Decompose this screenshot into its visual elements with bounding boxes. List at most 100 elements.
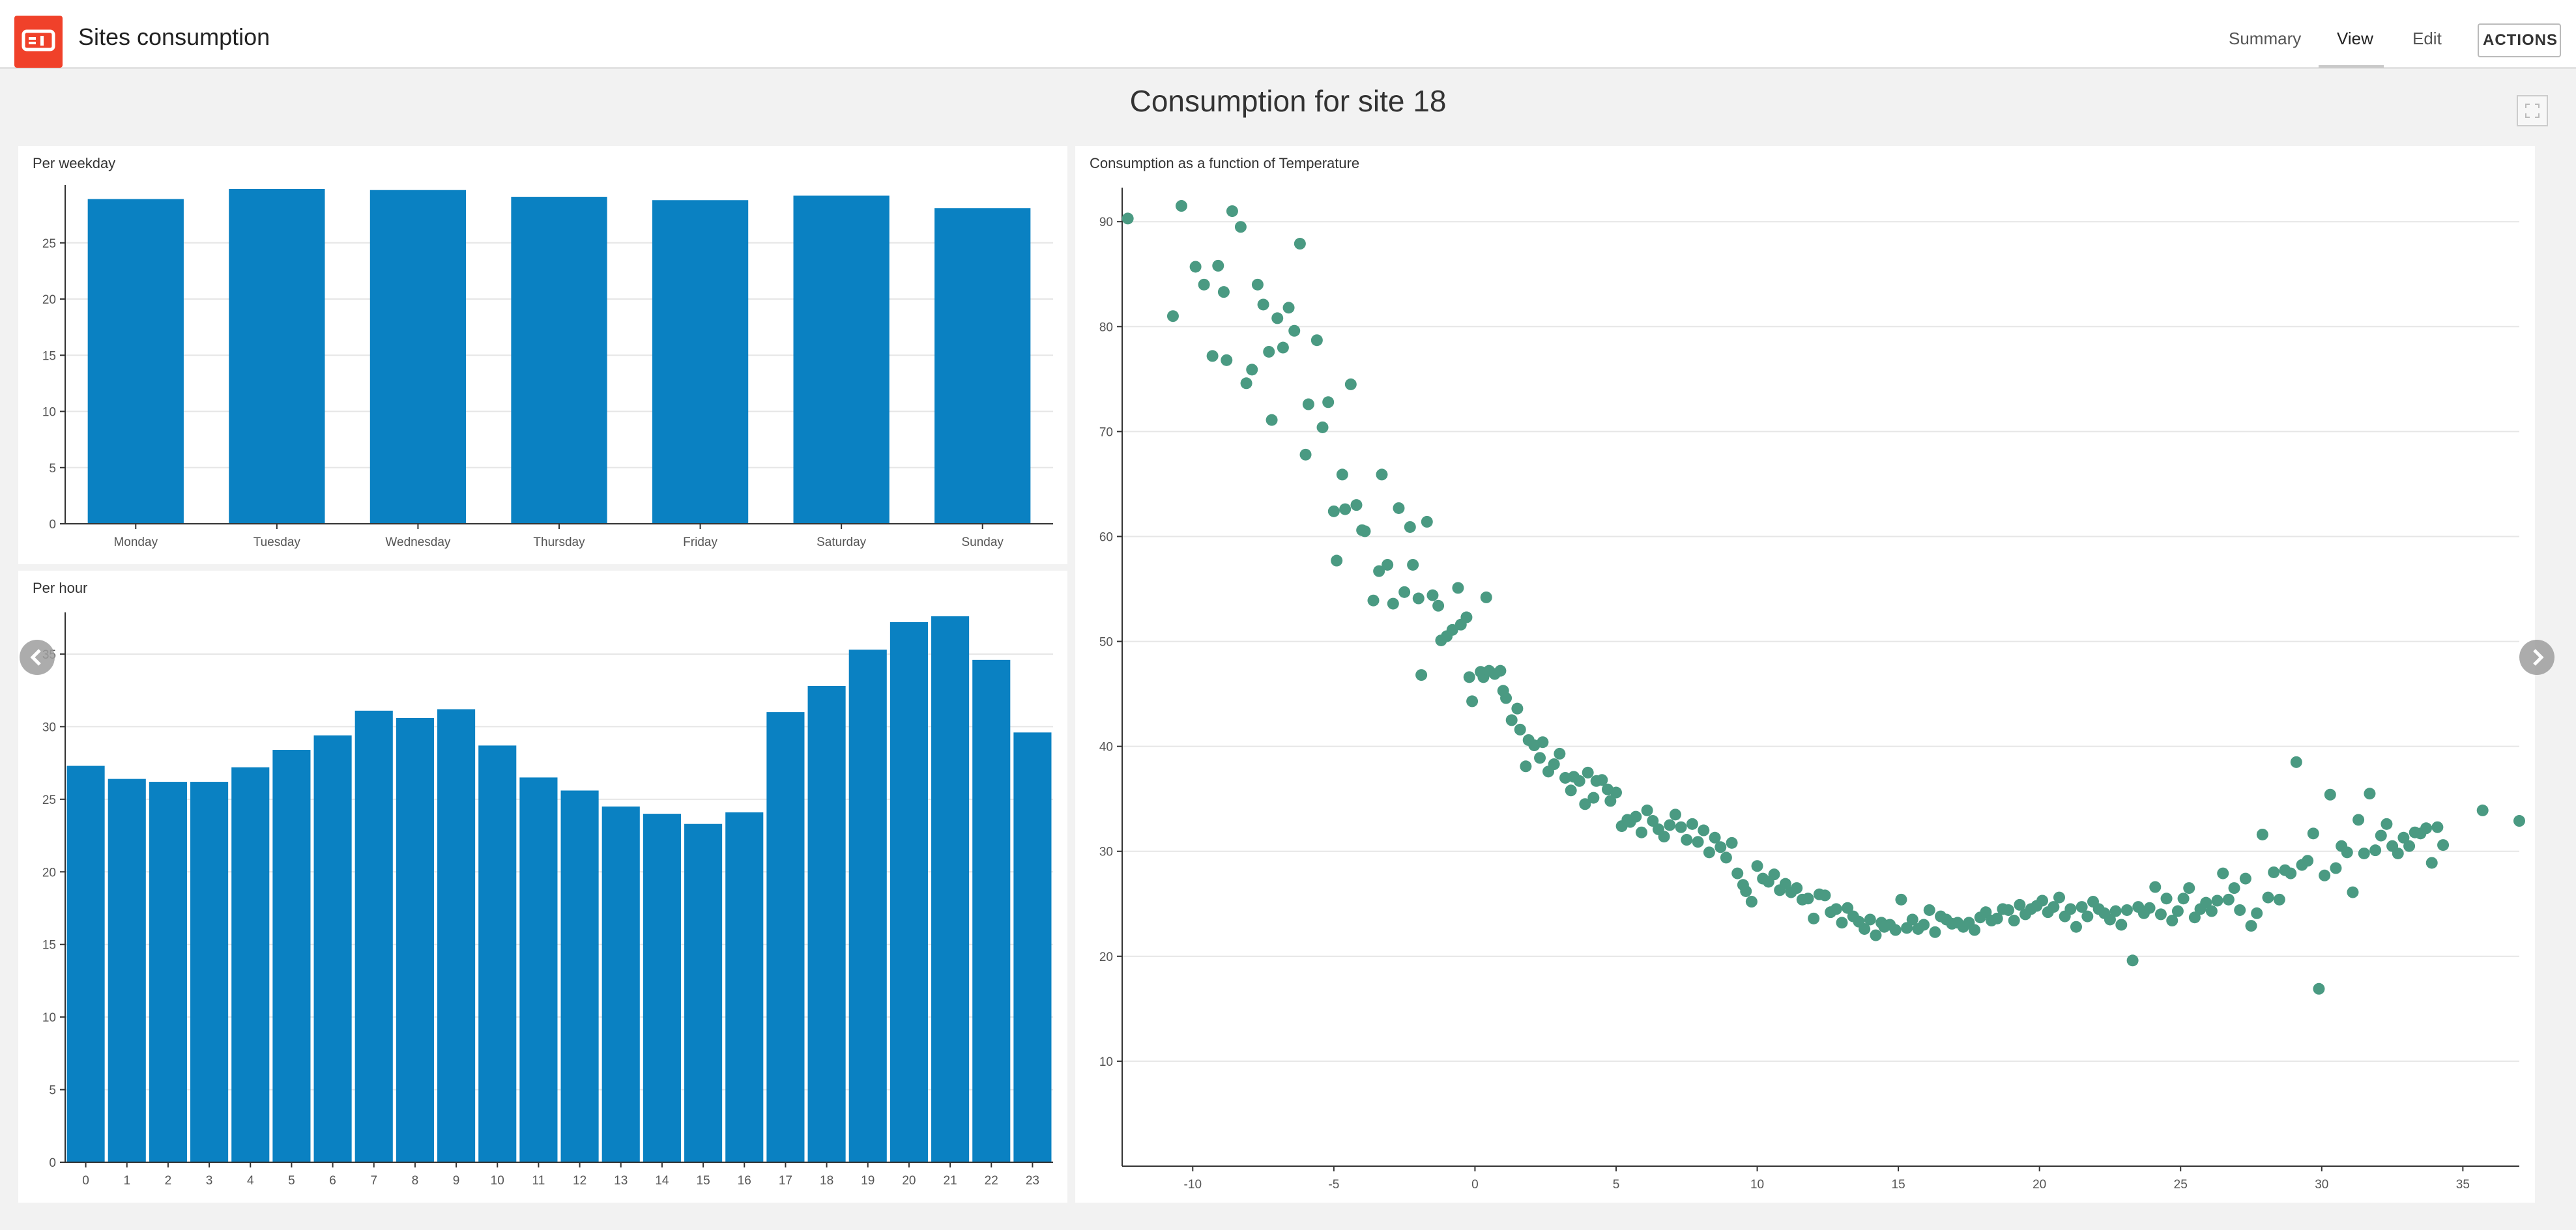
hour-x-tick-label: 5 <box>288 1174 295 1188</box>
hour-x-tick-label: 7 <box>370 1174 377 1188</box>
scatter-point <box>2273 893 2285 906</box>
scatter-point <box>1819 889 1831 902</box>
hour-x-tick-label: 14 <box>655 1174 669 1188</box>
app-logo-icon[interactable] <box>14 16 63 68</box>
panel-per-weekday: Per weekday 0 5 10 15 20 25 Monday Tuesday Wedne… <box>18 146 1067 564</box>
chevron-left-icon <box>30 649 41 666</box>
scatter-point <box>1282 302 1295 314</box>
hour-x-tick-label: 13 <box>614 1174 628 1188</box>
hour-bar-13 <box>601 806 640 1162</box>
scatter-point <box>2081 910 2094 922</box>
scatter-point <box>2268 866 2280 878</box>
weekday-bar-thursday <box>511 197 607 524</box>
next-slide-button[interactable] <box>2519 640 2554 675</box>
scatter-point <box>1751 860 1763 872</box>
hour-x-tick-label: 10 <box>491 1174 504 1188</box>
scatter-point <box>1554 747 1566 760</box>
fullscreen-button[interactable] <box>2517 95 2548 126</box>
hour-bar-21 <box>931 616 970 1162</box>
hour-x-tick-label: 19 <box>861 1174 875 1188</box>
scatter-point <box>1382 558 1394 571</box>
panel-per-hour: Per hour 0510152025303501234567891011121… <box>18 571 1067 1203</box>
scatter-point <box>2205 905 2218 917</box>
tab-view[interactable]: View <box>2337 29 2373 48</box>
scatter-point <box>1480 591 1492 603</box>
scatter-point <box>1505 714 1518 726</box>
hour-bar-20 <box>890 622 928 1162</box>
hour-bar-4 <box>231 767 270 1162</box>
hour-y-tick-label: 15 <box>42 939 56 952</box>
scatter-point <box>1266 414 1278 426</box>
weekday-y-tick-label: 10 <box>42 406 56 420</box>
scatter-point <box>1596 774 1608 786</box>
scatter-point <box>1166 310 1179 322</box>
scatter-point <box>1322 396 1335 408</box>
top-bar: Sites consumption Summary View Edit ACTI… <box>0 0 2576 69</box>
scatter-point <box>2200 896 2212 909</box>
hour-bar-16 <box>725 812 764 1162</box>
scatter-point <box>1895 893 1907 906</box>
scatter-point <box>1514 723 1526 736</box>
hour-x-tick-label: 8 <box>412 1174 419 1188</box>
scatter-point <box>2166 915 2178 927</box>
scatter-point <box>1929 926 1941 938</box>
hour-x-tick-label: 9 <box>453 1174 460 1188</box>
scatter-point <box>1302 398 1314 410</box>
scatter-point <box>2256 828 2268 840</box>
previous-slide-button[interactable] <box>20 640 55 675</box>
hour-x-tick-label: 11 <box>532 1174 545 1188</box>
scatter-point <box>2392 847 2404 859</box>
scatter-point <box>1842 902 1854 914</box>
scatter-point <box>2149 881 2162 893</box>
hour-bar-2 <box>149 782 187 1162</box>
scatter-point <box>1779 878 1791 890</box>
scatter-point <box>1582 766 1594 779</box>
chevron-right-icon <box>2533 649 2544 666</box>
weekday-y-tick-label: 20 <box>42 293 56 307</box>
scatter-point <box>1327 505 1340 517</box>
page-title: Consumption for site 18 <box>1129 84 1447 118</box>
hour-bar-5 <box>272 750 311 1162</box>
chart-title-consumption-temperature: Consumption as a function of Temperature <box>1090 155 1360 171</box>
hour-bar-12 <box>560 790 599 1162</box>
scatter-point <box>1681 834 1693 846</box>
scatter-point <box>2347 886 2359 898</box>
scatter-point <box>1122 212 1134 225</box>
scatter-point <box>1432 599 1445 612</box>
scatter-x-tick-label: 5 <box>1613 1178 1620 1192</box>
scatter-point <box>1740 885 1752 897</box>
tab-edit[interactable]: Edit <box>2412 29 2442 48</box>
scatter-y-tick-label: 80 <box>1099 321 1113 334</box>
weekday-bar-tuesday <box>229 189 325 524</box>
chart-per-hour: 0510152025303501234567891011121314151617… <box>42 612 1053 1188</box>
hour-x-tick-label: 15 <box>697 1174 710 1188</box>
scatter-point <box>1565 784 1577 797</box>
actions-button[interactable]: ACTIONS <box>2478 23 2561 57</box>
scatter-point <box>1534 752 1546 764</box>
scatter-point <box>1686 818 1698 830</box>
scatter-point <box>1579 798 1591 810</box>
scatter-point <box>2341 846 2353 859</box>
scatter-point <box>2262 891 2274 904</box>
scatter-point <box>1299 448 1312 461</box>
scatter-point <box>2476 804 2489 816</box>
scatter-point <box>2177 893 2190 905</box>
scatter-point <box>1604 795 1617 807</box>
hour-bar-6 <box>313 735 352 1162</box>
weekday-y-tick-label: 0 <box>49 518 56 532</box>
scatter-x-tick-label: 15 <box>1892 1178 1905 1192</box>
scatter-point <box>1463 671 1475 683</box>
weekday-bar-friday <box>652 200 749 524</box>
scatter-point <box>1263 345 1275 358</box>
scatter-point <box>2154 908 2167 921</box>
scatter-point <box>2381 818 2393 830</box>
hour-bar-19 <box>848 650 887 1162</box>
scatter-point <box>2437 839 2450 851</box>
scatter-point <box>1692 836 1704 848</box>
scatter-point <box>2160 893 2173 905</box>
tab-summary[interactable]: Summary <box>2229 29 2302 48</box>
scatter-point <box>1808 912 1820 924</box>
hour-x-tick-label: 4 <box>247 1174 254 1188</box>
scatter-point <box>2324 788 2336 801</box>
scatter-point <box>2420 822 2433 835</box>
